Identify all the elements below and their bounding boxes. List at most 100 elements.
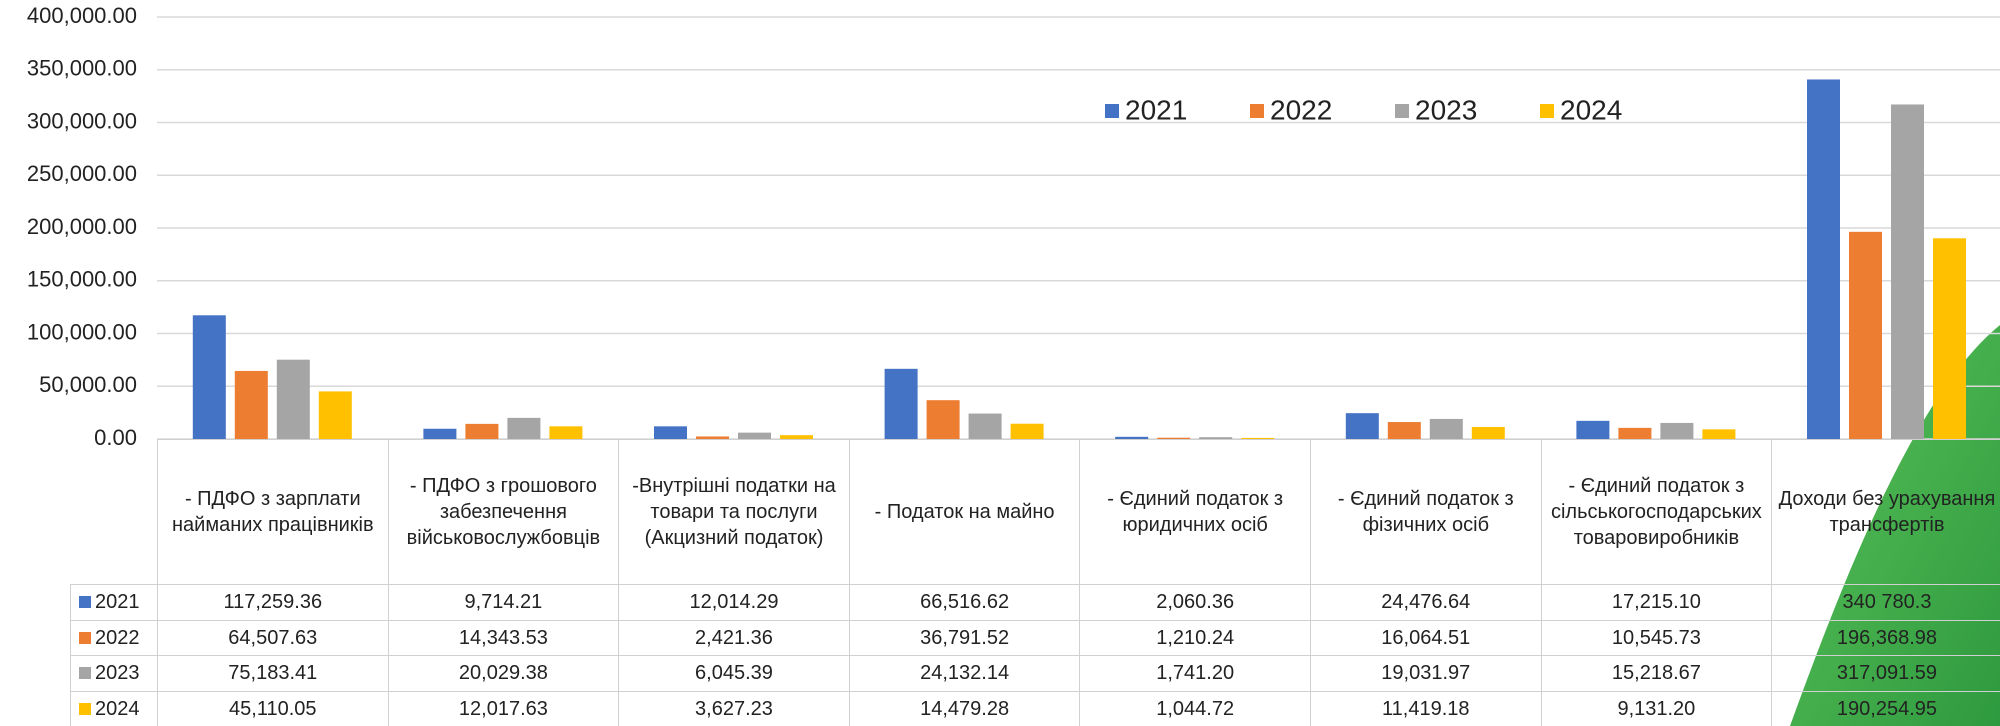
bar: [654, 426, 687, 439]
value-cell: 340 780.3: [1771, 584, 2000, 621]
row-label: 2022: [95, 626, 140, 649]
legend-label: 2023: [1415, 94, 1477, 125]
value-cell: 66,516.62: [848, 584, 1081, 621]
bar: [780, 435, 813, 439]
y-tick-label: 50,000.00: [39, 372, 137, 397]
row-label: 2024: [95, 697, 140, 720]
legend-label: 2024: [1560, 94, 1622, 125]
value-cell: 12,014.29: [618, 584, 850, 621]
y-tick-label: 350,000.00: [27, 56, 137, 81]
category-header: - ПДФО з грошового забезпечення військов…: [387, 439, 620, 585]
value-cell: 24,132.14: [848, 655, 1081, 692]
bar: [1199, 437, 1233, 439]
legend-swatch: [79, 667, 91, 680]
bar: [192, 315, 226, 439]
bar: [465, 423, 499, 439]
value-cell: 196,368.98: [1771, 619, 2000, 656]
bar: [1010, 423, 1044, 439]
value-cell: 11,419.18: [1310, 690, 1542, 726]
bar: [1807, 79, 1840, 440]
row-header: 2021: [70, 584, 158, 621]
legend-swatch: [79, 596, 91, 609]
category-header: -Внутрішні податки на товари та послуги …: [618, 439, 850, 585]
bar: [423, 428, 457, 439]
value-cell: 10,545.73: [1540, 619, 1773, 656]
bar: [1429, 418, 1463, 439]
category-header: Доходи без урахування трансфертів: [1771, 439, 2000, 585]
value-cell: 12,017.63: [387, 690, 620, 726]
bar: [1157, 437, 1191, 439]
bar: [318, 391, 352, 439]
value-cell: 1,044.72: [1079, 690, 1311, 726]
category-header: - Податок на майно: [848, 439, 1081, 585]
legend-swatch: [79, 631, 91, 644]
bar: [1576, 420, 1610, 439]
row-header: 2023: [70, 655, 158, 692]
bar: [1891, 104, 1924, 439]
bar: [1387, 422, 1421, 439]
value-cell: 9,714.21: [387, 584, 620, 621]
bar: [884, 368, 918, 439]
value-cell: 36,791.52: [848, 619, 1081, 656]
row-label: 2021: [95, 591, 140, 614]
value-cell: 17,215.10: [1540, 584, 1773, 621]
value-cell: 3,627.23: [618, 690, 850, 726]
bar: [507, 417, 541, 439]
value-cell: 9,131.20: [1540, 690, 1773, 726]
value-cell: 117,259.36: [157, 584, 389, 621]
legend-swatch: [1105, 104, 1119, 118]
value-cell: 190,254.95: [1771, 690, 2000, 726]
value-cell: 75,183.41: [157, 655, 389, 692]
value-cell: 16,064.51: [1310, 619, 1542, 656]
bar: [1115, 436, 1149, 439]
bar: [1345, 413, 1379, 439]
bar: [696, 436, 729, 439]
legend-swatch: [1250, 104, 1264, 118]
bar: [738, 432, 771, 439]
value-cell: 24,476.64: [1310, 584, 1542, 621]
bar: [1849, 231, 1882, 439]
value-cell: 1,741.20: [1079, 655, 1311, 692]
legend-swatch: [1540, 104, 1554, 118]
legend-swatch: [79, 702, 91, 715]
bar: [1660, 422, 1694, 439]
value-cell: 64,507.63: [157, 619, 389, 656]
value-cell: 20,029.38: [387, 655, 620, 692]
y-tick-label: 250,000.00: [27, 161, 137, 186]
bar: [968, 413, 1002, 439]
row-label: 2023: [95, 662, 140, 685]
category-header: - Єдиний податок з сільськогосподарських…: [1540, 439, 1773, 585]
y-tick-label: 300,000.00: [27, 108, 137, 133]
value-cell: 2,421.36: [618, 619, 850, 656]
value-cell: 14,479.28: [848, 690, 1081, 726]
bar: [1702, 429, 1736, 439]
category-header: - ПДФО з зарплати найманих працівників: [157, 439, 389, 585]
row-header: 2022: [70, 619, 158, 656]
y-tick-label: 400,000.00: [27, 3, 137, 28]
category-header: - Єдиний податок з фізичних осіб: [1310, 439, 1542, 585]
y-tick-label: 100,000.00: [27, 319, 137, 344]
bar: [1241, 437, 1275, 439]
value-cell: 1,210.24: [1079, 619, 1311, 656]
bar: [276, 359, 310, 439]
y-tick-label: 0.00: [94, 425, 137, 450]
legend-label: 2021: [1125, 94, 1187, 125]
legend-swatch: [1395, 104, 1409, 118]
bar: [549, 426, 583, 439]
value-cell: 6,045.39: [618, 655, 850, 692]
value-cell: 15,218.67: [1540, 655, 1773, 692]
y-tick-label: 200,000.00: [27, 214, 137, 239]
value-cell: 19,031.97: [1310, 655, 1542, 692]
bar: [234, 370, 268, 439]
value-cell: 45,110.05: [157, 690, 389, 726]
bar: [1471, 426, 1505, 439]
value-cell: 2,060.36: [1079, 584, 1311, 621]
value-cell: 317,091.59: [1771, 655, 2000, 692]
bar: [1618, 427, 1652, 439]
bar: [1933, 238, 1966, 439]
category-header: - Єдиний податок з юридичних осіб: [1079, 439, 1311, 585]
value-cell: 14,343.53: [387, 619, 620, 656]
y-tick-label: 150,000.00: [27, 267, 137, 292]
legend-label: 2022: [1270, 94, 1332, 125]
